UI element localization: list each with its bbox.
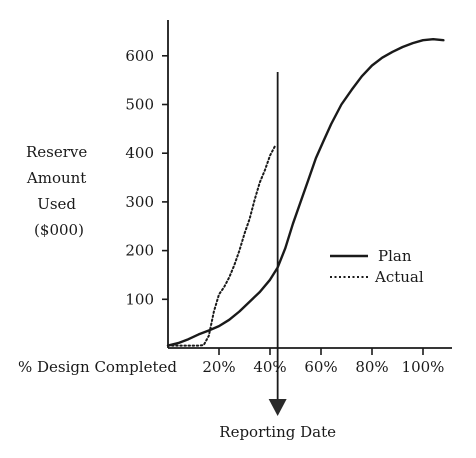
x-tick-label: 20% <box>202 358 235 376</box>
y-axis-label-line: ($000) <box>34 221 84 239</box>
x-axis-label: % Design Completed <box>18 358 177 376</box>
y-tick-label: 300 <box>125 193 154 211</box>
legend-label-plan: Plan <box>378 247 412 265</box>
series-plan-line <box>166 38 445 347</box>
y-tick-label: 100 <box>125 290 154 308</box>
y-tick-label: 400 <box>125 144 154 162</box>
legend: Plan Actual <box>330 247 424 286</box>
y-axis-label-line: Amount <box>26 169 86 187</box>
reporting-date-arrow <box>268 399 287 416</box>
x-tick-label: 60% <box>304 358 337 376</box>
y-ticks: 100 200 300 400 500 600 <box>125 47 168 308</box>
y-axis-label-line: Reserve <box>26 143 87 161</box>
x-tick-label: 80% <box>355 358 388 376</box>
y-axis-label: Reserve Amount Used ($000) <box>26 143 92 239</box>
y-tick-label: 200 <box>125 242 154 260</box>
y-tick-label: 600 <box>125 47 154 65</box>
series-layer <box>166 38 445 347</box>
series-actual-line <box>167 144 277 347</box>
x-tick-label: 40% <box>253 358 286 376</box>
reporting-date-label: Reporting Date <box>219 423 336 441</box>
y-axis-label-line: Used <box>37 195 76 213</box>
x-ticks: 20% 40% 60% 80% 100% <box>202 348 444 376</box>
y-tick-label: 500 <box>125 96 154 114</box>
x-tick-label: 100% <box>402 358 445 376</box>
legend-label-actual: Actual <box>374 268 424 286</box>
